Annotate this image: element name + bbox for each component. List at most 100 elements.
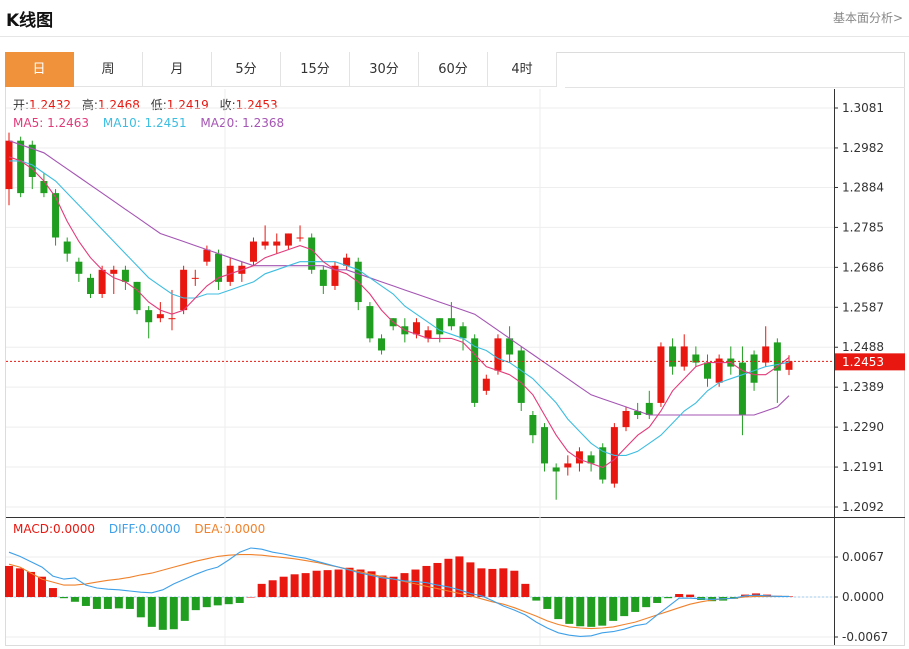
macd-bar (477, 568, 486, 597)
dea-line (8, 554, 789, 630)
macd-bar (81, 597, 90, 606)
ma10-line (9, 160, 790, 456)
macd-bar (587, 597, 596, 627)
macd-bar (257, 583, 266, 597)
candle-body (168, 318, 176, 320)
candle-body (750, 354, 758, 383)
candle-body (180, 269, 188, 311)
macd-bar (246, 597, 255, 598)
macd-bar (488, 568, 497, 597)
period-tabs: 日 周 月 5分 15分 30分 60分 4时 (5, 52, 557, 88)
macd-bar (202, 597, 211, 608)
candle-body (692, 354, 700, 363)
fundamental-analysis-link[interactable]: 基本面分析> (832, 11, 903, 25)
candle-body (121, 269, 129, 282)
header-bar: K线图 基本面分析> (0, 0, 909, 37)
last-price-label: 1.2453 (842, 355, 884, 369)
macd-bar (26, 571, 35, 597)
price-tick-label: 1.2092 (842, 500, 884, 514)
candle-body (75, 261, 83, 274)
ma20-value: 1.2368 (242, 116, 284, 130)
candle-body (133, 281, 141, 311)
ma10-label: MA10: (103, 116, 145, 130)
diff-line (8, 547, 789, 637)
candle-body (622, 410, 630, 428)
ohlc-info: 开:1.2432 高:1.2468 低:1.2419 收:1.2453 (13, 97, 278, 112)
dea-label: DEA: (194, 522, 223, 536)
candle-body (378, 338, 386, 351)
macd-bar (136, 597, 145, 618)
candle-body (203, 249, 211, 262)
macd-bar (345, 567, 354, 597)
candle-body (331, 265, 339, 286)
page-title: K线图 (6, 11, 54, 31)
dea-value: 0.0000 (223, 522, 265, 536)
candle-body (296, 237, 304, 239)
candle-body (145, 310, 153, 323)
candle-body (482, 378, 490, 391)
price-tick-label: 1.2290 (842, 420, 884, 434)
candle-body (541, 427, 549, 464)
tab-15min[interactable]: 15分 (281, 52, 350, 87)
candle-body (366, 306, 374, 339)
diff-value: 0.0000 (139, 522, 181, 536)
price-tick-label: 1.3081 (842, 101, 884, 115)
candle-body (494, 338, 502, 371)
candle-body (517, 350, 525, 403)
macd-bar (521, 583, 530, 597)
candle-body (634, 410, 642, 416)
macd-bar (455, 556, 464, 597)
candle-body (191, 277, 199, 279)
candle-body (506, 338, 514, 355)
macd-bar (323, 570, 332, 597)
macd-tick-label: -0.0067 (842, 630, 888, 644)
macd-bar (653, 597, 662, 603)
candle-body (424, 330, 432, 339)
macd-bar (334, 569, 343, 597)
macd-bar (598, 597, 607, 626)
tab-60min[interactable]: 60分 (419, 52, 488, 87)
macd-bar (620, 597, 629, 617)
candle-body (17, 140, 25, 194)
macd-bar (180, 597, 189, 621)
open-value: 1.2432 (29, 98, 71, 112)
tab-5min[interactable]: 5分 (212, 52, 281, 87)
tab-weekly[interactable]: 周 (74, 52, 143, 87)
macd-bar (59, 597, 68, 599)
candle-body (471, 338, 479, 403)
macd-bar (15, 568, 24, 597)
low-label: 低: (151, 98, 167, 112)
macd-bar (356, 569, 365, 597)
tab-daily[interactable]: 日 (5, 52, 74, 87)
macd-bar (686, 594, 695, 597)
macd-bar (499, 568, 508, 597)
candle-body (680, 346, 688, 367)
tab-monthly[interactable]: 月 (143, 52, 212, 87)
candle-body (5, 140, 13, 190)
macd-bar (290, 574, 299, 597)
macd-bar (389, 576, 398, 597)
macd-bar (433, 562, 442, 597)
high-value: 1.2468 (98, 98, 140, 112)
ma-info: MA5: 1.2463 MA10: 1.2451 MA20: 1.2368 (13, 116, 284, 130)
macd-bar (268, 580, 277, 597)
candle-body (63, 241, 71, 254)
last-price-tag (835, 353, 905, 371)
tab-30min[interactable]: 30分 (350, 52, 419, 87)
candle-body (28, 144, 36, 177)
macd-bar (631, 597, 640, 612)
candle-body (715, 358, 723, 383)
candle-body (552, 467, 560, 472)
macd-info: MACD:0.0000 DIFF:0.0000 DEA:0.0000 (13, 522, 265, 536)
candle-body (98, 269, 106, 294)
candle-body (40, 181, 48, 194)
macd-bar (543, 597, 552, 609)
macd-bar (224, 597, 233, 605)
macd-tick-label: 0.0000 (842, 590, 884, 604)
tab-4h[interactable]: 4时 (488, 52, 557, 87)
macd-bar (158, 597, 167, 630)
macd-bar (422, 565, 431, 597)
macd-bar (213, 597, 222, 606)
candle-body (785, 361, 793, 370)
